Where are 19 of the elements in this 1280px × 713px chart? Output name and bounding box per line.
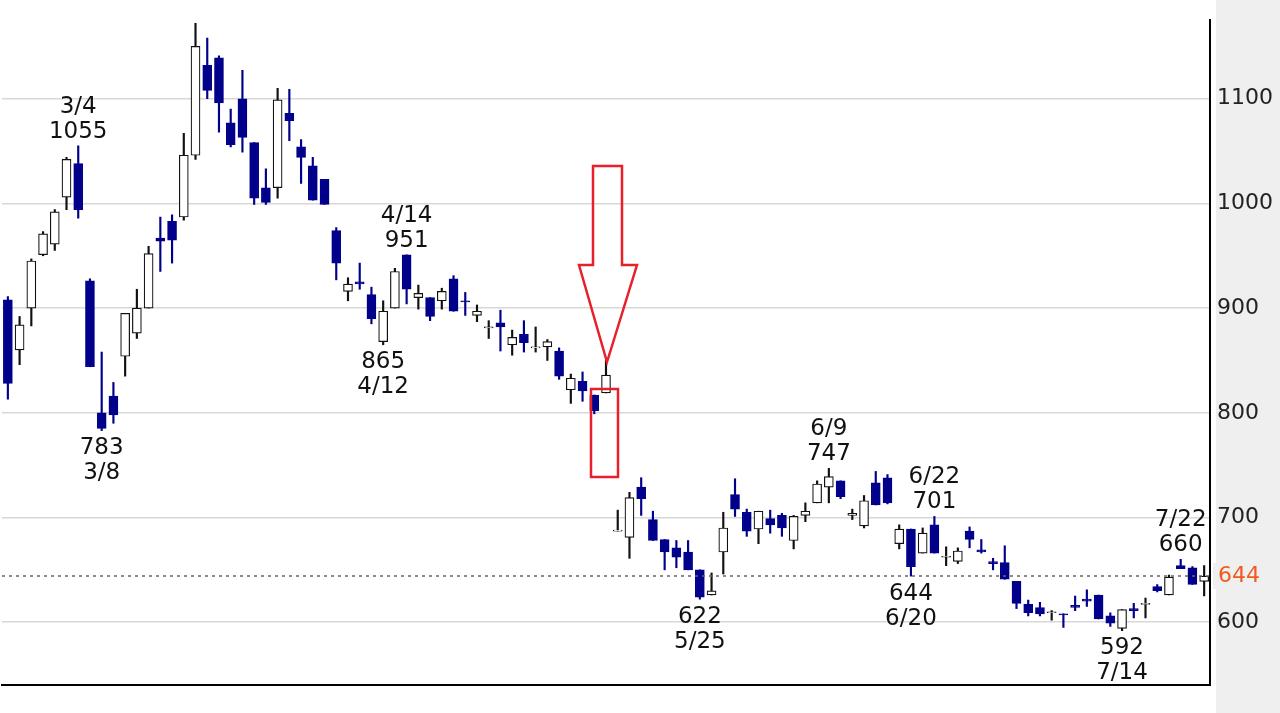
y-tick-label: 800 xyxy=(1217,398,1260,424)
candlestick xyxy=(577,371,588,402)
annotation: 6/9 747 xyxy=(806,414,851,466)
y-tick-label: 1100 xyxy=(1217,84,1274,110)
y-tick-label: 900 xyxy=(1217,293,1260,319)
annotation: 3/4 1055 xyxy=(48,91,108,143)
ref-line-label: 644 xyxy=(1218,561,1261,587)
y-tick-label: 1000 xyxy=(1217,189,1274,215)
annotation: 622 5/25 xyxy=(674,601,726,653)
candlestick xyxy=(483,320,494,339)
annotation: 6/22 701 xyxy=(908,462,961,514)
y-tick-label: 600 xyxy=(1217,607,1260,633)
annotation: 783 3/8 xyxy=(79,433,124,485)
annotation: 865 4/12 xyxy=(357,347,409,399)
annotation: 592 7/14 xyxy=(1096,633,1148,685)
y-tick-label: 700 xyxy=(1217,503,1260,529)
annotation: 7/22 660 xyxy=(1154,505,1207,557)
annotation: 4/14 951 xyxy=(380,200,433,252)
annotation: 644 6/20 xyxy=(885,578,937,630)
